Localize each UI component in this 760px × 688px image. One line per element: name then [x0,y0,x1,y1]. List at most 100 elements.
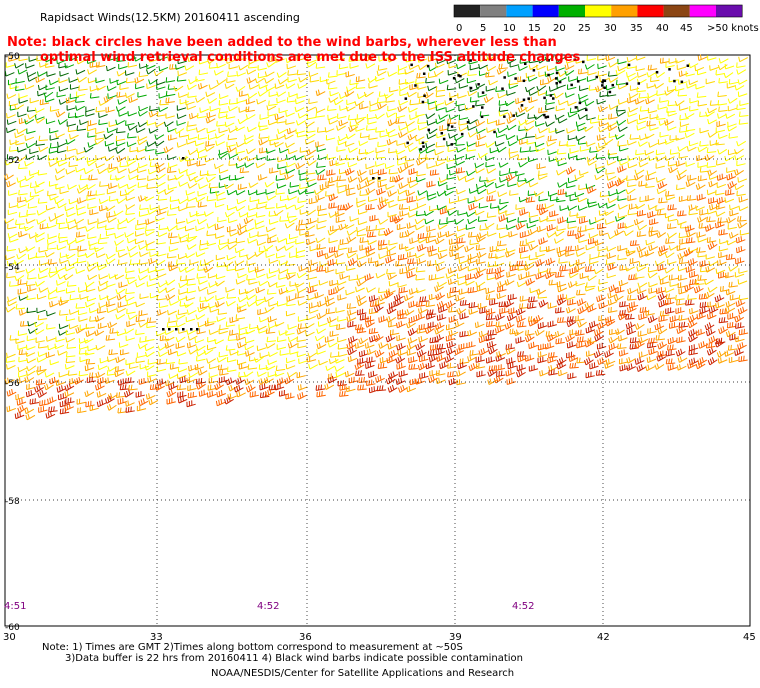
wind-barb [736,190,746,197]
wind-barb [176,76,187,82]
wind-barb [95,134,105,141]
contamination-marker [421,100,425,104]
wind-barb [307,58,317,64]
wind-barb [137,182,148,188]
wind-barb [124,70,135,76]
wind-barb [368,83,378,89]
wind-barb [605,169,615,175]
wind-barb [184,65,195,71]
wind-barb [259,125,269,132]
wind-barb [395,112,406,119]
wind-barb [9,139,19,146]
wind-barb [697,175,708,182]
wind-barb [706,189,717,196]
wind-barb [227,71,237,78]
wind-barb [524,119,535,125]
contamination-marker [419,148,423,151]
wind-barb [648,142,659,148]
wind-barb [386,138,397,146]
wind-barb [615,69,626,76]
wind-barb [627,181,637,188]
wind-barb [279,169,289,176]
wind-barb [506,117,517,124]
wind-barb [377,65,388,71]
wind-barb [577,114,588,120]
wind-barb [564,63,575,71]
wind-barb [195,196,206,203]
wind-barb [97,168,108,175]
wind-barb [723,72,734,79]
wind-barb [195,127,206,133]
wind-barb [326,79,336,85]
wind-barb [354,118,365,125]
wind-barb [326,105,337,111]
contamination-marker [466,121,470,124]
legend-swatch [585,5,612,17]
wind-barb [277,128,287,135]
wind-barb [646,120,656,127]
contamination-marker [627,63,631,67]
wind-barb [439,125,449,132]
wind-barb [608,77,619,83]
wind-barb [187,121,197,127]
wind-barb [598,120,609,127]
wind-barb [216,79,227,86]
wind-barb [356,183,367,191]
wind-barb [155,181,166,188]
wind-barb [125,195,136,201]
wind-barb [245,114,256,120]
wind-barb [175,64,185,70]
wind-barb [515,111,526,118]
wind-barb [416,170,426,177]
wind-barb [345,106,356,112]
wind-barb [45,118,56,125]
wind-barb [485,142,496,148]
legend-swatch [611,5,638,17]
contamination-marker [520,104,524,107]
wind-barb [569,148,579,154]
wind-barb [8,190,18,196]
wind-barb [155,166,166,174]
wind-barb [145,68,156,75]
wind-barb [218,93,229,100]
wind-barb [309,76,320,83]
wind-barb [438,114,449,120]
wind-barb [197,83,208,90]
wind-barb [107,93,117,99]
wind-barb [169,196,180,202]
contamination-marker [503,76,506,79]
wind-barb [726,173,736,181]
wind-barb [417,118,427,125]
wind-barb [597,71,608,77]
wind-barb [206,128,216,134]
wind-barb [224,121,235,128]
wind-barb [596,99,606,105]
wind-barb [458,105,468,112]
wind-barb [607,71,618,77]
wind-barb [315,107,326,113]
wind-barb [137,139,148,146]
wind-barb [285,142,295,148]
wind-barb [186,104,196,110]
wind-barb [496,68,507,75]
wind-barb [83,146,94,153]
wind-barb [675,58,685,64]
contamination-marker [450,125,454,128]
wind-barb [736,160,746,167]
wind-barb [327,72,338,78]
wind-barb [199,107,209,113]
wind-barb [335,55,346,61]
wind-barb [276,97,286,104]
wind-barb [737,177,748,183]
wind-barb [286,63,297,70]
wind-barb [87,190,97,197]
wind-barb [315,55,326,61]
wind-barb [177,58,187,65]
wind-barb [617,58,627,65]
wind-barb [375,127,385,133]
wind-barb [656,90,666,96]
wind-barb [596,134,607,141]
wind-barb [245,106,255,113]
note-line-2: optimal wind retrieval conditions are me… [40,50,581,65]
wind-barb [83,168,94,175]
